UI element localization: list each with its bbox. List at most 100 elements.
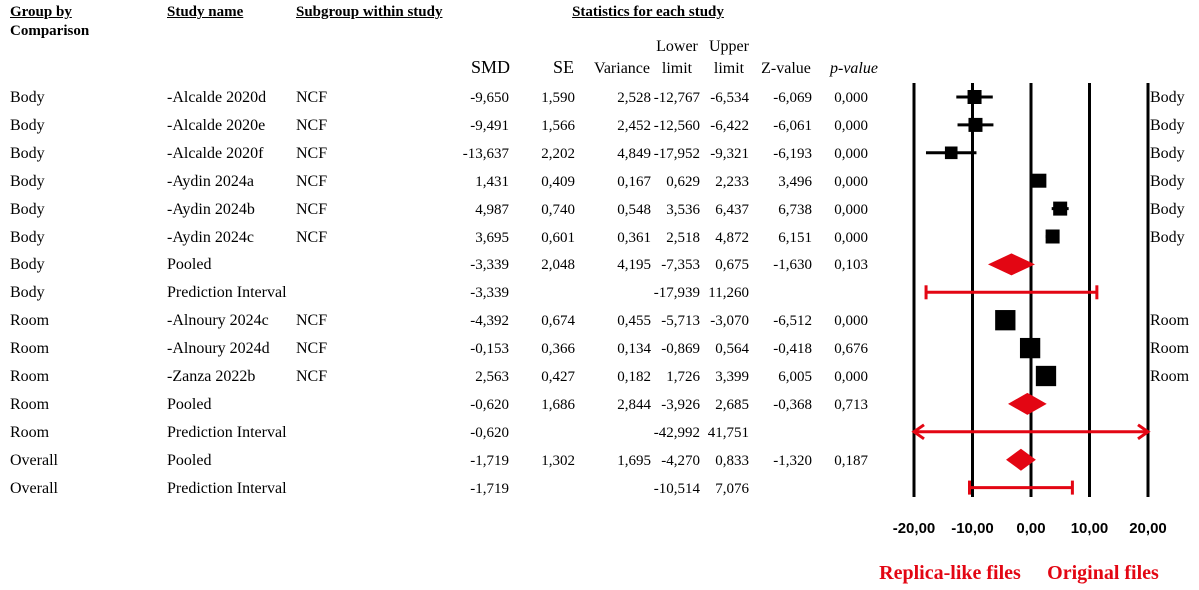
- cell-se: 0,674: [541, 313, 575, 330]
- cell-smd: 3,695: [475, 229, 509, 246]
- cell-sub: NCF: [296, 340, 328, 358]
- cell-var: 0,167: [617, 173, 651, 190]
- cell-hi: 2,685: [715, 396, 749, 413]
- x-tick-label: -20,00: [893, 520, 936, 537]
- cell-lo: -0,869: [661, 341, 700, 358]
- cell-lo: -10,514: [653, 480, 700, 497]
- cell-p: 0,000: [834, 369, 868, 385]
- cell-sub: NCF: [296, 228, 328, 246]
- cell-smd: -3,339: [470, 257, 509, 274]
- cell-z: -0,368: [773, 396, 812, 413]
- cell-smd: -13,637: [462, 145, 509, 162]
- cell-z: -0,418: [773, 341, 812, 358]
- study-marker: [944, 146, 958, 160]
- cell-var: 0,361: [617, 229, 651, 246]
- study-marker: [1019, 337, 1041, 359]
- cell-right: Body: [1150, 144, 1185, 162]
- col-p-label: p-value: [830, 60, 878, 77]
- cell-p: 0,000: [834, 90, 868, 106]
- cell-se: 0,409: [541, 173, 575, 190]
- cell-hi: -3,070: [710, 313, 749, 330]
- cell-study: -Aydin 2024c: [167, 228, 254, 246]
- cell-z: -6,193: [773, 145, 812, 162]
- x-tick-label: 20,00: [1129, 520, 1167, 537]
- cell-study: Prediction Interval: [167, 423, 287, 441]
- cell-smd: -3,339: [470, 285, 509, 302]
- cell-right: Room: [1150, 340, 1190, 358]
- cell-study: -Alnoury 2024c: [167, 312, 269, 330]
- cell-study: -Alnoury 2024d: [167, 340, 270, 358]
- cell-study: Pooled: [167, 256, 212, 274]
- cell-sub: NCF: [296, 200, 328, 218]
- study-marker: [1035, 365, 1057, 387]
- cell-study: Pooled: [167, 395, 212, 413]
- cell-lo: -4,270: [661, 452, 700, 469]
- cell-right: Body: [1150, 116, 1185, 134]
- x-tick-label: -10,00: [951, 520, 994, 537]
- cell-group: Room: [10, 423, 50, 441]
- cell-smd: -4,392: [470, 313, 509, 330]
- cell-lo: -17,939: [653, 285, 700, 302]
- cell-group: Room: [10, 368, 50, 385]
- cell-z: -6,061: [773, 117, 812, 134]
- cell-hi: 11,260: [708, 285, 749, 302]
- cell-se: 0,366: [541, 341, 575, 358]
- cell-p: 0,000: [834, 117, 868, 134]
- cell-sub: NCF: [296, 116, 328, 134]
- x-tick-label: 10,00: [1071, 520, 1109, 537]
- cell-study: Prediction Interval: [167, 284, 287, 302]
- cell-smd: -0,620: [470, 396, 509, 413]
- cell-right: Room: [1150, 312, 1190, 330]
- cell-lo: -17,952: [653, 145, 700, 162]
- cell-study: Prediction Interval: [167, 479, 287, 497]
- cell-group: Body: [10, 144, 45, 162]
- col-smd: SMD: [470, 57, 510, 77]
- cell-p: 0,000: [834, 145, 868, 162]
- cell-hi: -9,321: [710, 145, 749, 162]
- cell-study: -Aydin 2024a: [167, 172, 254, 190]
- cell-right: Body: [1150, 228, 1185, 246]
- cell-group: Room: [10, 340, 50, 358]
- col-lower-1: Lower: [656, 38, 698, 55]
- cell-sub: NCF: [296, 312, 328, 330]
- cell-smd: 4,987: [475, 201, 509, 218]
- col-p: p-value: [822, 60, 886, 78]
- col-se: SE: [552, 57, 574, 77]
- pooled-diamond: [1008, 392, 1047, 415]
- left-favours-label: Replica-like files: [879, 562, 1021, 584]
- cell-sub: NCF: [296, 89, 328, 106]
- cell-var: 1,695: [617, 452, 651, 469]
- cell-z: 6,151: [778, 229, 812, 246]
- cell-var: 0,548: [617, 201, 651, 218]
- cell-lo: 1,726: [666, 369, 700, 385]
- col-z: Z-value: [761, 60, 811, 77]
- cell-se: 1,590: [541, 90, 575, 106]
- cell-study: -Aydin 2024b: [167, 200, 255, 218]
- cell-hi: 3,399: [715, 369, 749, 385]
- cell-p: 0,000: [834, 173, 868, 190]
- cell-p: 0,000: [834, 201, 868, 218]
- cell-right: Body: [1150, 200, 1185, 218]
- cell-var: 2,844: [617, 396, 651, 413]
- cell-right: Body: [1150, 172, 1185, 190]
- cell-se: 1,686: [541, 396, 575, 413]
- cell-study: Pooled: [167, 451, 212, 469]
- cell-study: -Alcalde 2020e: [167, 116, 266, 134]
- cell-lo: -12,560: [653, 117, 700, 134]
- cell-smd: -1,719: [470, 452, 509, 469]
- pooled-diamond: [987, 253, 1035, 276]
- cell-lo: -12,767: [653, 90, 700, 106]
- cell-se: 0,740: [541, 201, 575, 218]
- cell-z: -1,630: [773, 257, 812, 274]
- cell-lo: 3,536: [666, 201, 700, 218]
- cell-p: 0,676: [834, 341, 868, 358]
- cell-var: 0,182: [617, 369, 651, 385]
- right-favours-label: Original files: [1047, 562, 1159, 584]
- cell-smd: -9,491: [470, 117, 509, 134]
- cell-sub: NCF: [296, 368, 328, 385]
- study-marker: [1045, 229, 1060, 244]
- header-stats: Statistics for each study: [572, 4, 724, 20]
- cell-se: 1,566: [541, 117, 575, 134]
- cell-se: 0,601: [541, 229, 575, 246]
- cell-lo: -3,926: [661, 396, 700, 413]
